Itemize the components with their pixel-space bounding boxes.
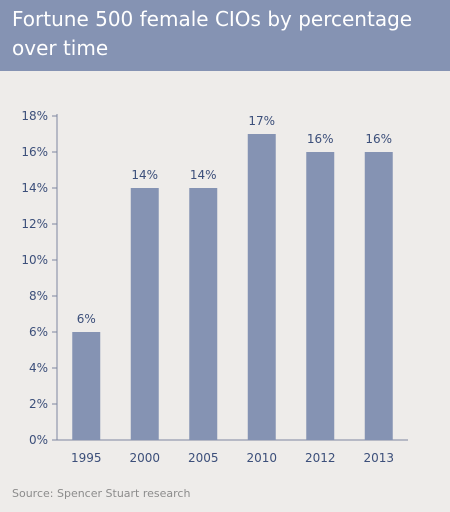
data-label: 17% (248, 114, 275, 128)
x-axis: 1995 2000 2005 2010 2012 2013 (57, 439, 408, 465)
data-label: 16% (365, 132, 392, 146)
y-tick-label: 8% (29, 289, 48, 303)
x-tick-label: 2012 (305, 451, 336, 465)
bar (130, 188, 159, 440)
x-tick-label: 2010 (246, 451, 277, 465)
y-axis: 0% 2% 4% 6% 8% 10% 12% 14% 16% 18% (21, 109, 58, 447)
data-labels: 6% 14% 14% 17% 16% 16% (77, 114, 392, 326)
y-tick-label: 16% (21, 145, 48, 159)
y-tick-label: 2% (29, 397, 48, 411)
bar (189, 188, 218, 440)
bar (364, 152, 393, 440)
bar (72, 332, 101, 440)
title-bar: Fortune 500 female CIOs by percentage ov… (0, 0, 450, 71)
x-tick-label: 1995 (71, 451, 102, 465)
x-tick-label: 2005 (188, 451, 219, 465)
x-tick-label: 2013 (363, 451, 394, 465)
y-tick-label: 6% (29, 325, 48, 339)
data-label: 6% (77, 312, 96, 326)
chart-title: Fortune 500 female CIOs by percentage ov… (12, 7, 413, 60)
data-label: 16% (307, 132, 334, 146)
y-tick-label: 10% (21, 253, 48, 267)
bar-chart: 0% 2% 4% 6% 8% 10% 12% 14% 16% 18% 1995 2000 2005 20… (21, 109, 408, 465)
data-label: 14% (190, 168, 217, 182)
y-tick-label: 14% (21, 181, 48, 195)
bar (306, 152, 335, 440)
y-tick-label: 0% (29, 433, 48, 447)
y-tick-label: 12% (21, 217, 48, 231)
bar (247, 134, 276, 440)
bars (72, 134, 393, 440)
y-tick-label: 18% (21, 109, 48, 123)
y-tick-label: 4% (29, 361, 48, 375)
data-label: 14% (131, 168, 158, 182)
x-tick-label: 2000 (129, 451, 160, 465)
source-note: Source: Spencer Stuart research (12, 487, 191, 500)
